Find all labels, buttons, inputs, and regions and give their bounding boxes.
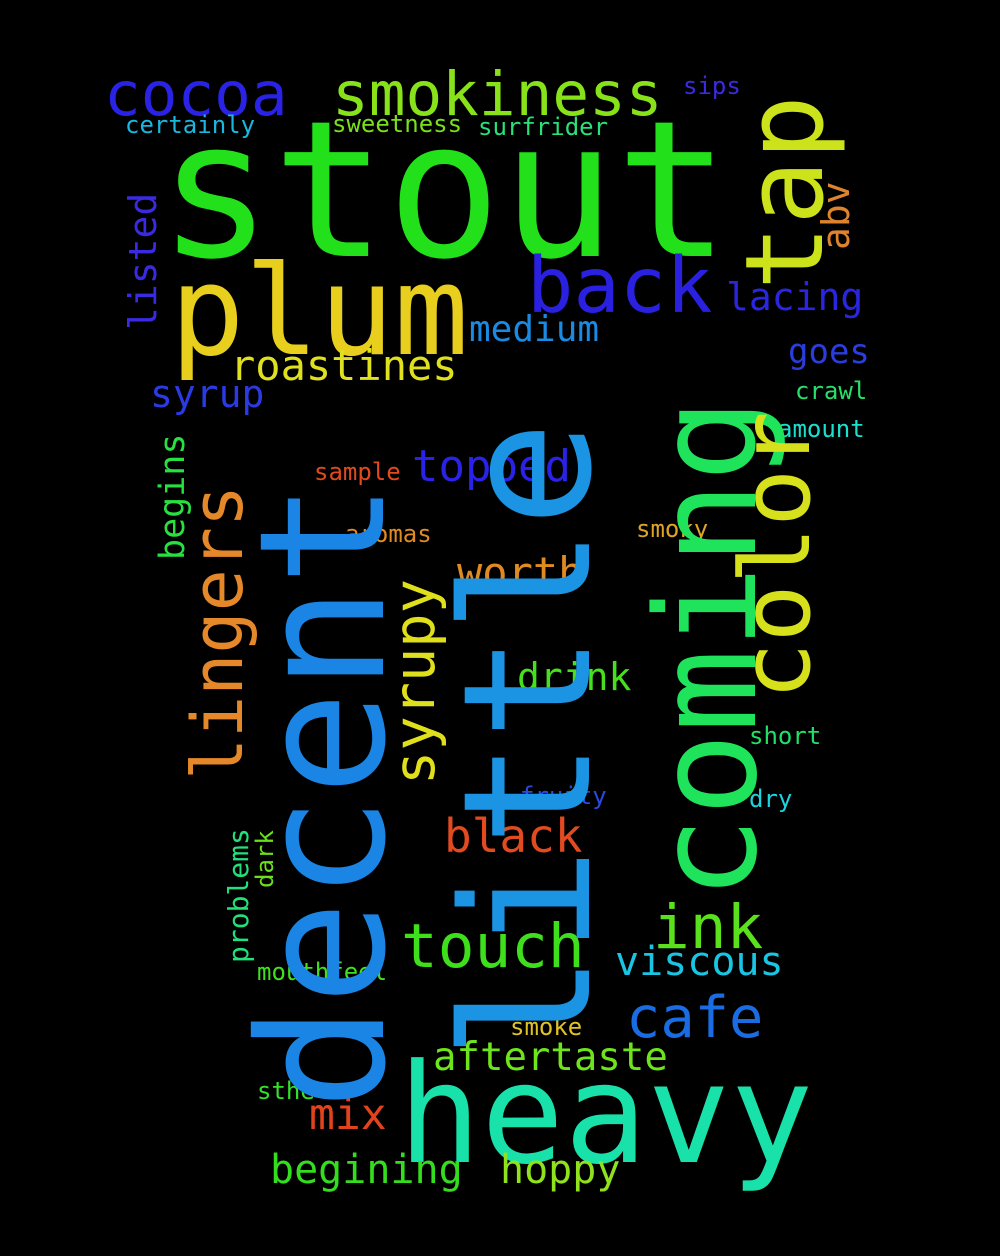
word-aromas: aromas xyxy=(345,520,432,548)
word-touch: touch xyxy=(401,911,585,982)
word-cocoa: cocoa xyxy=(104,59,288,130)
word-aftertaste: aftertaste xyxy=(433,1035,668,1080)
word-lingers: lingers xyxy=(177,484,259,780)
word-cafe: cafe xyxy=(626,985,764,1051)
word-dry: dry xyxy=(749,785,793,813)
word-smoke: smoke xyxy=(510,1013,583,1041)
word-fruity: fruity xyxy=(520,782,607,810)
word-dark: dark xyxy=(251,830,279,888)
word-drink: drink xyxy=(517,655,632,699)
word-syrup: syrup xyxy=(150,372,265,416)
word-color: color xyxy=(720,411,832,700)
word-begining: begining xyxy=(270,1147,463,1193)
word-problems: problems xyxy=(222,828,255,963)
word-sips: sips xyxy=(683,72,741,100)
word-medium: medium xyxy=(469,309,600,350)
word-topped: topped xyxy=(412,441,571,492)
word-plum: plum xyxy=(170,240,469,384)
word-smoky: smoky xyxy=(636,515,709,543)
word-crawl: crawl xyxy=(795,377,868,405)
word-black: black xyxy=(444,809,583,863)
word-stout: stout xyxy=(158,80,730,301)
word-heavy: heavy xyxy=(398,1034,814,1195)
word-roastines: roastines xyxy=(230,341,458,390)
word-sweetness: sweetness xyxy=(332,110,463,138)
word-short: short xyxy=(749,722,822,750)
word-surfrider: surfrider xyxy=(478,113,609,141)
word-viscous: viscous xyxy=(615,939,784,985)
word-mouthfeel: mouthfeel xyxy=(257,958,388,986)
word-decent: decent xyxy=(222,481,425,1110)
word-sample: sample xyxy=(314,458,401,486)
word-goes: goes xyxy=(788,332,870,372)
word-little: little xyxy=(425,420,631,1060)
word-sthe: sthe xyxy=(257,1077,315,1105)
word-begins: begins xyxy=(153,433,193,560)
word-hoppy: hoppy xyxy=(500,1147,621,1193)
word-mix: mix xyxy=(309,1090,387,1140)
word-certainly: certainly xyxy=(125,111,256,139)
word-worth: worth xyxy=(457,548,584,597)
word-lacing: lacing xyxy=(726,275,864,319)
word-amount: amount xyxy=(778,415,865,443)
word-back: back xyxy=(527,242,713,331)
word-syrupy: syrupy xyxy=(382,579,448,785)
word-listed: listed xyxy=(121,192,165,330)
word-smokiness: smokiness xyxy=(332,59,663,130)
word-ink: ink xyxy=(653,892,764,963)
word-abv: abv xyxy=(814,181,858,250)
